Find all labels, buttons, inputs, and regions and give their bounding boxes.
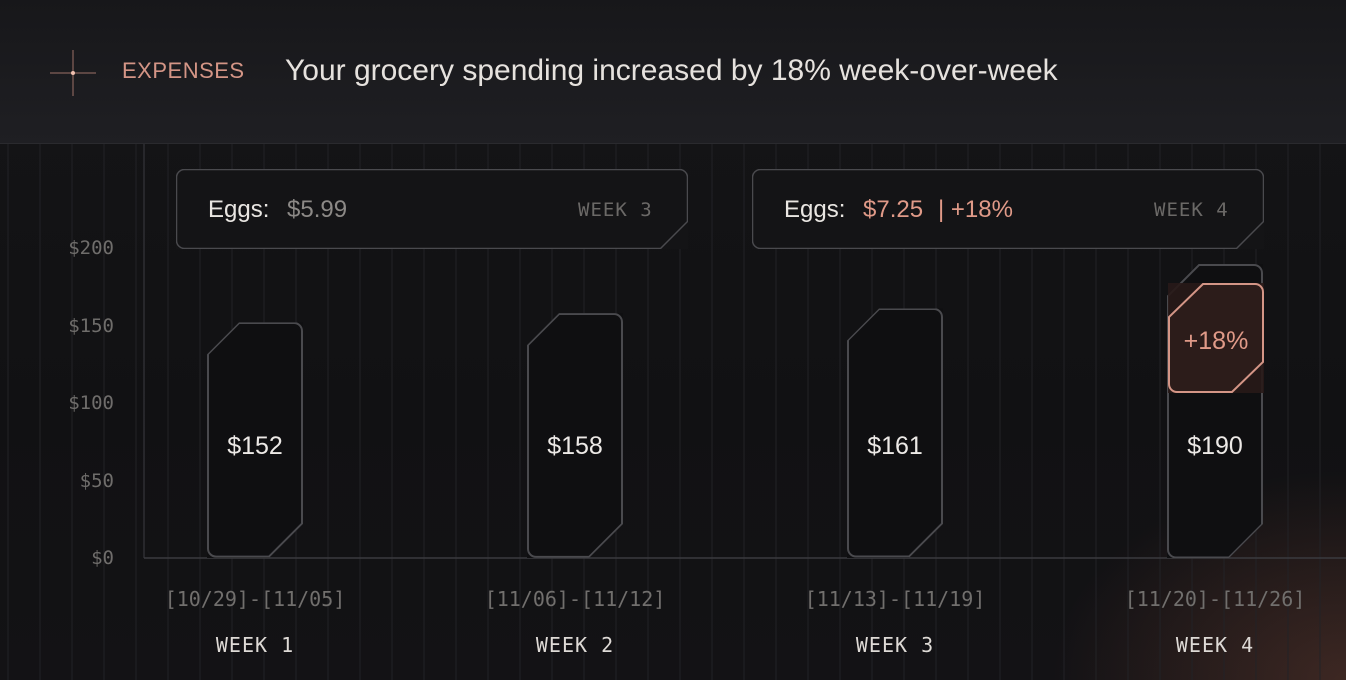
insight-headline: Your grocery spending increased by 18% w… [285,54,1058,87]
section-label: EXPENSES [122,58,245,83]
y-tick-label: $200 [68,237,114,259]
badge-border [1168,283,1264,393]
bar-outline [207,322,303,558]
x-category-label: WEEK 2 [535,633,615,657]
sparkle-icon [50,50,96,96]
callout-item-name: Eggs: [784,196,846,223]
bar-value-label: $190 [1187,432,1243,460]
callout-week: WEEK 4 [1154,199,1229,221]
y-tick-label: $100 [68,392,114,414]
percent-change-label: +18% [1183,327,1249,355]
price-callout-week-4: Eggs: $7.25 | +18% WEEK 4 [752,169,1264,249]
bar-value-label: $161 [867,432,923,460]
y-tick-label: $50 [79,469,114,492]
callout-week: WEEK 3 [578,199,653,221]
callout-border [176,169,688,249]
bar [847,308,943,558]
x-date-range-label: [11/20]-[11/26] [1124,587,1306,611]
callout-price: $7.25 [863,196,924,223]
bar-value-label: $152 [227,432,283,460]
bar [527,313,623,558]
bar-outline [1167,264,1263,559]
bar-outline [527,313,623,558]
x-category-label: WEEK 3 [855,633,935,657]
callout-border [752,169,1264,249]
callout-price: $5.99 [287,196,348,223]
bar [207,322,303,558]
x-category-label: WEEK 1 [215,633,295,657]
price-callout-week-3: Eggs: $5.99 WEEK 3 [176,169,688,249]
y-tick-label: $0 [91,547,114,569]
insight-header: EXPENSES Your grocery spending increased… [0,0,1346,144]
percent-change-badge [1168,283,1264,393]
y-tick-label: $150 [68,314,114,337]
bar-outline [847,308,943,558]
bar-value-label: $158 [547,432,603,460]
callout-change: | +18% [938,196,1013,223]
x-category-label: WEEK 4 [1175,633,1255,657]
callout-item-name: Eggs: [208,196,270,223]
x-date-range-label: [11/06]-[11/12] [484,587,666,611]
x-date-range-label: [11/13]-[11/19] [804,587,986,611]
x-date-range-label: [10/29]-[11/05] [164,587,346,611]
